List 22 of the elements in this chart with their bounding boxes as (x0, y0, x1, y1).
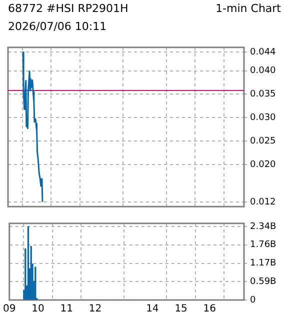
x-tick-label: 15 (174, 304, 188, 315)
y-tick-label: 0.020 (250, 160, 276, 170)
y-tick-label: 0.025 (250, 136, 276, 146)
y-tick-label: 0.044 (250, 47, 276, 58)
y-tick-label: 1.17B (250, 258, 276, 269)
y-tick-label: 0.59B (250, 276, 276, 287)
y-tick-label: 1.76B (250, 240, 276, 250)
y-tick-label: 0.012 (250, 197, 276, 208)
x-tick-label: 14 (146, 304, 159, 315)
y-tick-label: 0.035 (250, 90, 276, 100)
chart-title: 68772 #HSI RP2901H (8, 2, 128, 15)
text: 2026/07/06 10:11 (8, 20, 107, 33)
x-tick-label: 11 (60, 304, 73, 315)
x-tick-label: 16 (203, 304, 216, 315)
x-tick-label: 10 (32, 304, 44, 315)
y-tick-label: 0 (250, 295, 256, 306)
y-tick-label: 0.040 (250, 66, 276, 76)
x-tick-label: 12 (88, 304, 102, 315)
chart-subtitle: 1-min Chart (216, 2, 281, 15)
y-tick-label: 0.030 (250, 112, 276, 123)
x-tick-label: 09 (2, 304, 16, 315)
y-tick-label: 2.34B (250, 222, 276, 232)
